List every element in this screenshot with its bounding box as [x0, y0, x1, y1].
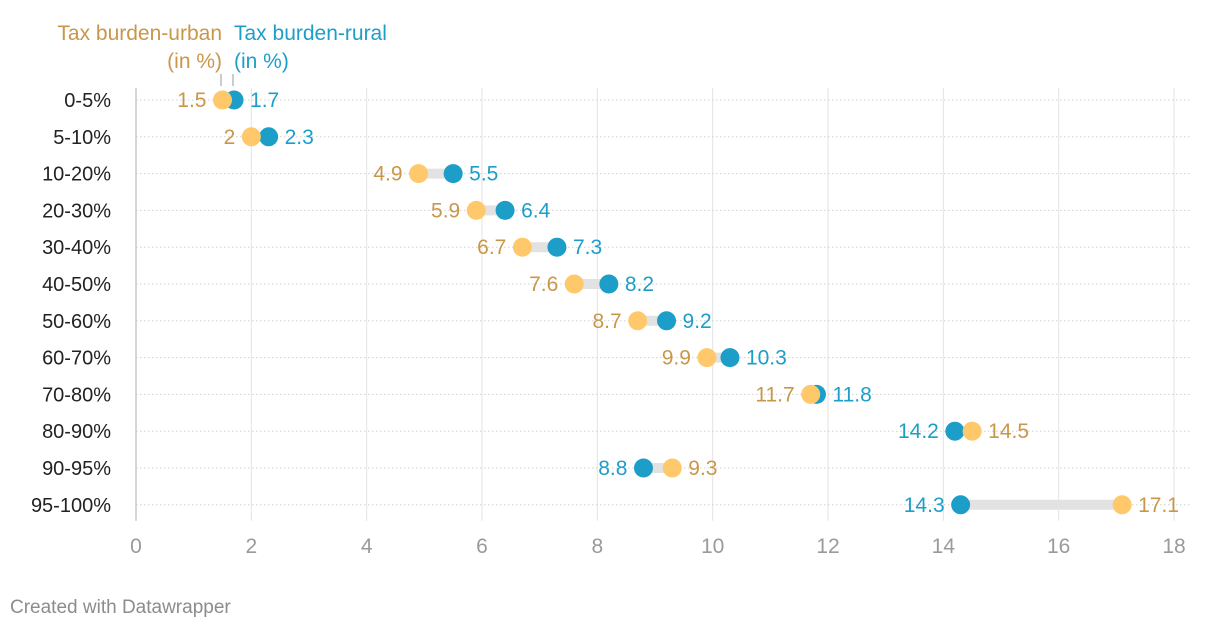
dot-urban — [409, 164, 429, 184]
dot-urban — [466, 200, 486, 220]
category-label: 10-20% — [42, 164, 111, 186]
x-tick-label: 8 — [591, 535, 603, 558]
value-label-rural: 1.7 — [250, 89, 279, 112]
category-label: 80-90% — [42, 421, 111, 443]
category-label: 5-10% — [53, 127, 111, 149]
value-label-urban: 9.9 — [662, 347, 691, 370]
value-label-urban: 8.7 — [592, 310, 621, 333]
dot-rural — [633, 458, 653, 478]
legend-urban-title: Tax burden-urban — [57, 22, 222, 45]
dot-urban — [1112, 495, 1132, 515]
footer-credit: Created with Datawrapper — [10, 597, 231, 618]
dot-rural — [443, 164, 463, 184]
category-label: 70-80% — [42, 384, 111, 406]
dot-urban — [801, 384, 821, 404]
dot-urban — [962, 421, 982, 441]
value-label-urban: 1.5 — [177, 89, 206, 112]
dot-rural — [945, 421, 965, 441]
value-label-rural: 2.3 — [285, 126, 314, 149]
dot-rural — [259, 127, 279, 147]
x-tick-label: 12 — [816, 535, 839, 558]
value-label-rural: 14.3 — [904, 494, 945, 517]
value-label-rural: 5.5 — [469, 163, 498, 186]
x-tick-label: 6 — [476, 535, 488, 558]
value-label-rural: 7.3 — [573, 236, 602, 259]
value-label-rural: 11.8 — [832, 383, 871, 406]
value-label-rural: 6.4 — [521, 199, 551, 222]
value-label-urban: 2 — [224, 126, 236, 149]
dot-urban — [564, 274, 584, 294]
category-label: 30-40% — [42, 237, 111, 259]
category-label: 60-70% — [42, 348, 111, 370]
dot-urban — [697, 348, 717, 368]
x-tick-label: 10 — [701, 535, 724, 558]
legend-rural-unit: (in %) — [234, 50, 289, 73]
dot-urban — [662, 458, 682, 478]
value-label-rural: 9.2 — [683, 310, 712, 333]
dot-urban — [512, 237, 532, 257]
dot-rural — [495, 200, 515, 220]
x-tick-label: 16 — [1047, 535, 1070, 558]
x-tick-label: 14 — [932, 535, 956, 558]
x-tick-label: 18 — [1162, 535, 1185, 558]
value-label-urban: 14.5 — [988, 420, 1029, 443]
dot-rural — [547, 237, 567, 257]
x-tick-label: 4 — [361, 535, 373, 558]
legend-rural: Tax burden-rural (in %) — [234, 20, 434, 76]
category-label: 50-60% — [42, 311, 111, 333]
category-label: 0-5% — [64, 90, 111, 112]
value-label-urban: 7.6 — [529, 273, 558, 296]
x-tick-label: 2 — [245, 535, 257, 558]
value-label-urban: 11.7 — [755, 383, 794, 406]
category-label: 20-30% — [42, 200, 111, 222]
category-label: 40-50% — [42, 274, 111, 296]
legend-rural-title: Tax burden-rural — [234, 22, 387, 45]
category-label: 95-100% — [31, 495, 111, 517]
legend-urban: Tax burden-urban (in %) — [22, 20, 222, 76]
dot-rural — [951, 495, 971, 515]
value-label-urban: 6.7 — [477, 236, 506, 259]
dot-rural — [657, 311, 677, 331]
dot-rural — [720, 348, 740, 368]
value-label-rural: 10.3 — [746, 347, 787, 370]
value-label-urban: 4.9 — [373, 163, 402, 186]
value-label-urban: 17.1 — [1138, 494, 1179, 517]
dot-urban — [241, 127, 261, 147]
legend-urban-unit: (in %) — [167, 50, 222, 73]
value-label-rural: 8.8 — [598, 457, 627, 480]
value-label-urban: 5.9 — [431, 199, 460, 222]
dot-rural — [599, 274, 619, 294]
value-label-urban: 9.3 — [688, 457, 717, 480]
dot-urban — [213, 90, 232, 110]
dot-urban — [628, 311, 648, 331]
x-tick-label: 0 — [130, 535, 142, 558]
value-label-rural: 14.2 — [898, 420, 939, 443]
category-label: 90-95% — [42, 458, 111, 480]
value-label-rural: 8.2 — [625, 273, 654, 296]
